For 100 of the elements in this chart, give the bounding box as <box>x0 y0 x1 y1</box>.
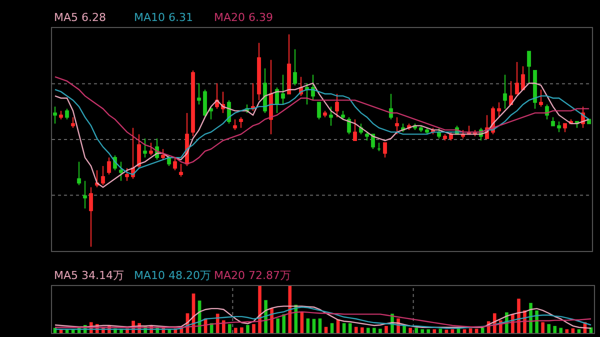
bar <box>342 323 346 333</box>
bar <box>420 329 424 333</box>
candlestick <box>395 116 399 135</box>
candlestick <box>539 89 543 108</box>
candlestick <box>137 134 141 169</box>
bar <box>553 326 557 333</box>
bar <box>318 318 322 333</box>
candlestick <box>53 106 57 124</box>
bar <box>565 329 569 333</box>
candlestick <box>533 70 537 110</box>
candlestick <box>275 86 279 114</box>
candlestick <box>557 120 561 133</box>
bar <box>252 324 256 333</box>
candlestick <box>59 110 63 120</box>
text: MA5 34.14万 <box>54 269 124 282</box>
candlestick <box>335 93 339 118</box>
candlestick <box>317 102 321 120</box>
bar <box>240 327 244 333</box>
candlestick <box>311 74 315 101</box>
candlestick <box>323 110 327 118</box>
bar <box>559 328 563 333</box>
candlestick <box>95 170 99 188</box>
candlestick <box>191 70 195 137</box>
candlestick <box>77 161 81 186</box>
candlestick <box>359 123 363 135</box>
bar <box>408 328 412 333</box>
text: MA5 6.28 <box>54 11 106 24</box>
bar <box>282 314 286 333</box>
candlestick <box>203 89 207 118</box>
candlestick <box>287 34 291 94</box>
candlestick <box>143 138 147 158</box>
bar <box>384 326 388 333</box>
text: MA20 6.39 <box>214 11 274 24</box>
candlestick <box>521 66 525 90</box>
candlestick <box>383 142 387 158</box>
candlestick <box>341 110 345 120</box>
bar <box>444 330 448 333</box>
candlestick <box>305 82 309 105</box>
bar <box>246 325 250 333</box>
candlestick <box>419 125 423 133</box>
bar <box>378 328 382 333</box>
candlestick <box>293 48 297 86</box>
candlestick <box>263 68 267 114</box>
candlestick <box>197 82 201 105</box>
candlestick <box>179 163 183 178</box>
candlestick <box>389 93 393 120</box>
candlestick <box>365 132 369 142</box>
candlestick <box>563 123 567 133</box>
bar <box>541 322 544 333</box>
bar <box>366 328 370 333</box>
candlestick <box>149 142 153 156</box>
bar <box>360 327 364 333</box>
bar <box>300 312 304 333</box>
candlestick <box>371 134 375 150</box>
bar <box>306 318 310 333</box>
text: MA20 72.87万 <box>214 269 291 282</box>
candlestick <box>65 108 69 120</box>
candlestick <box>347 116 351 135</box>
text: MA10 48.20万 <box>134 269 211 282</box>
bar <box>330 323 334 333</box>
candlestick <box>131 127 135 180</box>
bar <box>234 328 238 333</box>
candlestick <box>425 127 429 135</box>
candlestick <box>551 116 555 126</box>
bar <box>432 329 436 333</box>
text: MA10 6.31 <box>134 11 194 24</box>
candlestick <box>125 168 129 182</box>
bar <box>450 329 454 333</box>
bar <box>426 329 430 333</box>
candlestick <box>497 102 501 118</box>
candlestick <box>443 134 447 142</box>
candlestick <box>251 82 255 112</box>
candlestick <box>119 161 123 182</box>
candlestick <box>257 42 261 101</box>
candlestick <box>209 106 213 120</box>
candlestick <box>161 148 165 160</box>
bar <box>348 323 352 333</box>
bar <box>228 324 232 333</box>
bar <box>312 318 316 333</box>
candlestick <box>101 166 105 186</box>
candlestick <box>83 180 87 210</box>
candlestick <box>503 74 507 110</box>
bar <box>547 324 550 333</box>
candlestick <box>527 50 531 84</box>
bar <box>288 286 292 333</box>
bar <box>414 328 418 333</box>
candlestick <box>329 106 333 126</box>
candlestick <box>515 61 519 94</box>
candlestick <box>269 59 273 135</box>
candlestick <box>281 74 285 105</box>
bar <box>354 326 358 333</box>
candlestick <box>509 80 513 105</box>
candlestick <box>71 116 75 128</box>
bar <box>462 329 466 333</box>
candlestick <box>233 118 237 130</box>
candlestick <box>89 186 93 248</box>
bar <box>577 329 581 333</box>
bar <box>402 326 406 333</box>
candlestick <box>239 116 243 128</box>
bar <box>276 318 280 333</box>
